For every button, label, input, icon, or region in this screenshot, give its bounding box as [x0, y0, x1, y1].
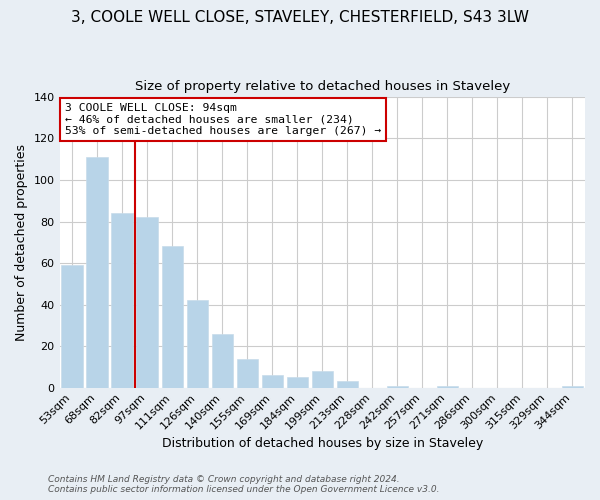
Bar: [161, 246, 183, 388]
Bar: [287, 377, 308, 388]
Bar: [311, 371, 333, 388]
Bar: [187, 300, 208, 388]
Bar: [387, 386, 408, 388]
Bar: [437, 386, 458, 388]
Bar: [562, 386, 583, 388]
Text: 3 COOLE WELL CLOSE: 94sqm
← 46% of detached houses are smaller (234)
53% of semi: 3 COOLE WELL CLOSE: 94sqm ← 46% of detac…: [65, 103, 381, 136]
Bar: [212, 334, 233, 388]
Text: 3, COOLE WELL CLOSE, STAVELEY, CHESTERFIELD, S43 3LW: 3, COOLE WELL CLOSE, STAVELEY, CHESTERFI…: [71, 10, 529, 25]
Bar: [262, 375, 283, 388]
Bar: [112, 213, 133, 388]
Text: Contains HM Land Registry data © Crown copyright and database right 2024.
Contai: Contains HM Land Registry data © Crown c…: [48, 474, 439, 494]
Bar: [61, 265, 83, 388]
Title: Size of property relative to detached houses in Staveley: Size of property relative to detached ho…: [134, 80, 510, 93]
Bar: [86, 157, 108, 388]
X-axis label: Distribution of detached houses by size in Staveley: Distribution of detached houses by size …: [161, 437, 483, 450]
Bar: [337, 382, 358, 388]
Y-axis label: Number of detached properties: Number of detached properties: [15, 144, 28, 341]
Bar: [236, 358, 258, 388]
Bar: [136, 218, 158, 388]
